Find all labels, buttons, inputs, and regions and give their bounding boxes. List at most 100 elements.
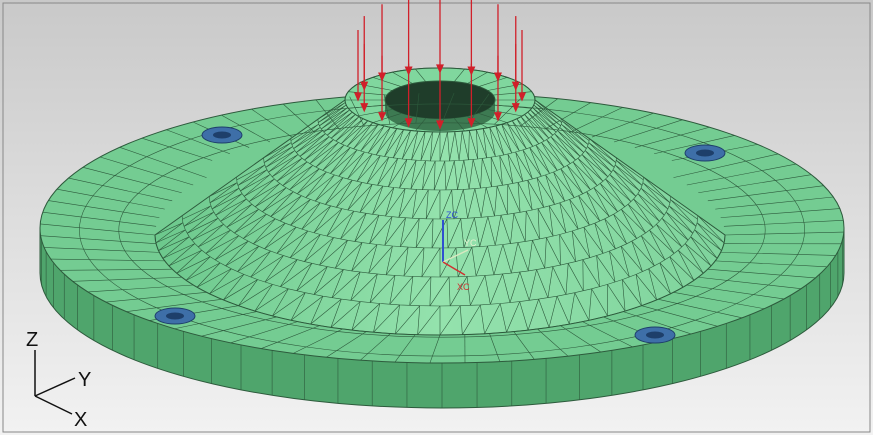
arrow-head — [511, 103, 520, 113]
mesh-tri — [336, 182, 363, 211]
mesh-tri — [250, 255, 284, 283]
arrow-head — [493, 112, 502, 122]
triad-y-axis — [34, 377, 76, 397]
mesh-tri — [565, 263, 584, 295]
mesh-tri — [325, 179, 353, 208]
mesh-tri — [197, 229, 231, 254]
mesh-tri — [669, 256, 695, 288]
mesh-tri — [445, 160, 458, 191]
mesh-tri — [155, 229, 186, 251]
mesh-edge — [201, 316, 277, 337]
mesh-tri — [279, 199, 311, 226]
mesh-tri — [499, 155, 514, 186]
mesh-tri — [599, 183, 626, 212]
mesh-edge — [613, 119, 683, 143]
mesh-tri — [475, 245, 495, 277]
mesh-tri — [490, 273, 511, 305]
mesh-tri — [522, 149, 542, 180]
mesh-tri — [410, 160, 426, 190]
triad-z-label: Z — [26, 329, 38, 351]
mesh-tri — [243, 178, 275, 202]
mesh-tri — [614, 164, 643, 192]
mesh-edge — [42, 211, 157, 227]
mesh-tri — [243, 218, 276, 244]
bolt-hole-inner — [646, 331, 664, 339]
mesh-edge — [489, 333, 501, 362]
mesh-tri — [479, 216, 496, 247]
mesh-edge — [698, 276, 802, 289]
mesh-edge — [48, 200, 160, 218]
mesh-tri — [366, 156, 390, 186]
mesh-tri — [389, 276, 414, 306]
mesh-edge — [560, 325, 602, 353]
mesh-tri — [264, 226, 297, 254]
mesh-tri — [510, 213, 526, 244]
arrow-head — [436, 120, 444, 130]
mesh-tri — [272, 292, 306, 321]
mesh-tri — [468, 159, 481, 190]
mesh-tri — [557, 130, 584, 157]
mesh-tri — [607, 284, 626, 316]
mesh-tri — [373, 304, 400, 334]
mesh-tri — [290, 295, 324, 325]
mesh-tri — [393, 130, 411, 160]
mesh-tri — [622, 279, 642, 312]
mesh-edge — [166, 129, 230, 155]
mesh-tri — [643, 176, 671, 203]
mesh-tri — [238, 284, 273, 312]
mesh-tri — [411, 131, 426, 161]
mesh-edge — [723, 219, 844, 227]
mesh-tri — [319, 240, 348, 269]
mesh-tri — [290, 202, 321, 230]
mesh-tri — [289, 234, 321, 262]
mesh-edge — [454, 118, 465, 132]
mesh-tri — [470, 275, 491, 306]
mesh-edge — [478, 113, 508, 123]
mesh-tri — [262, 191, 294, 217]
mesh-tri — [220, 203, 253, 228]
mesh-tri — [534, 99, 563, 123]
triad — [34, 350, 76, 415]
triad-x-axis — [34, 395, 73, 415]
mesh-tri — [649, 229, 675, 260]
mesh-tri — [265, 150, 296, 173]
mesh-edge — [357, 109, 393, 117]
mesh-tri — [248, 183, 280, 208]
mesh-tri — [641, 235, 666, 266]
mesh-edge — [654, 135, 735, 155]
mesh-tri — [659, 262, 684, 294]
mesh-tri — [458, 131, 469, 161]
mesh-tri — [234, 213, 267, 239]
mesh-edge — [82, 167, 182, 194]
mesh-tri — [276, 161, 308, 186]
mesh-tri — [154, 222, 184, 244]
mesh-tri — [547, 266, 567, 298]
mesh-tri — [561, 120, 590, 145]
mesh-lines — [39, 68, 844, 408]
mesh-tri — [182, 205, 212, 227]
mesh-tri — [280, 263, 313, 291]
mesh-tri — [537, 208, 554, 239]
mesh-tri — [697, 215, 726, 244]
mesh-edge — [720, 252, 836, 256]
mesh-edge — [591, 112, 654, 138]
mesh-edge — [383, 94, 391, 125]
mesh-tri — [561, 123, 589, 149]
mesh-tri — [183, 211, 214, 234]
mesh-tri — [296, 266, 328, 295]
mesh-edge — [40, 223, 156, 236]
mesh-tri — [318, 104, 347, 127]
arrow-head — [518, 92, 526, 102]
mesh-tri — [305, 174, 335, 202]
mesh-tri — [353, 124, 379, 152]
mesh-edge — [487, 109, 523, 117]
mesh-tri — [399, 160, 417, 190]
mesh-tri — [356, 155, 381, 184]
mesh-edge — [568, 107, 623, 134]
mesh-tri — [340, 120, 368, 147]
mesh-tri — [620, 246, 643, 278]
mesh-tri — [304, 139, 334, 164]
mesh-tri — [447, 218, 465, 249]
mesh-tri — [422, 160, 436, 190]
mesh-tri — [516, 118, 540, 147]
